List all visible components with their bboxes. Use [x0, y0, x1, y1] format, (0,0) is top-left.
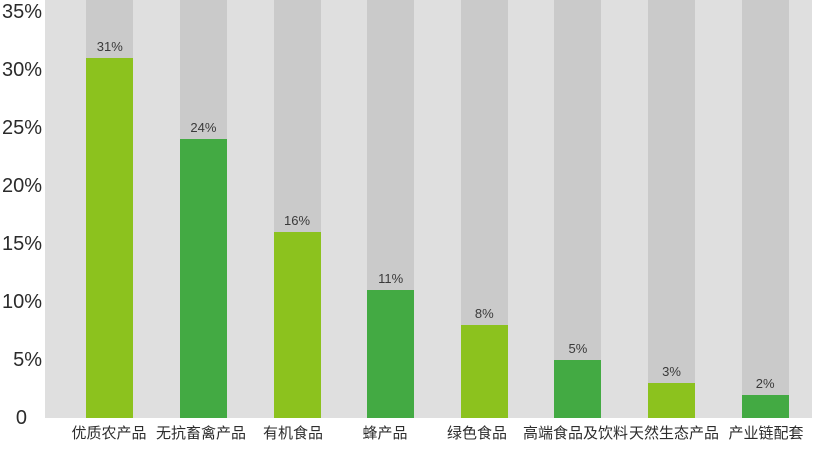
y-axis-tick-label: 5% — [13, 349, 42, 371]
bar-value-label: 11% — [378, 271, 404, 286]
bar-value-label: 16% — [284, 213, 311, 228]
bar-value-label: 24% — [190, 120, 217, 135]
x-axis-category-label: 高端食品及饮料 — [523, 425, 629, 442]
bar — [460, 325, 508, 418]
y-axis-tick-label: 0 — [15, 407, 27, 429]
y-axis-tick-label: 35% — [1, 1, 42, 23]
bar-value-label: 3% — [662, 364, 681, 379]
bar-value-label: 2% — [755, 376, 775, 391]
bar — [648, 383, 696, 418]
bar — [554, 360, 602, 418]
bar-value-label: 5% — [568, 341, 588, 356]
column-background-track — [741, 0, 789, 418]
chart-column: 31% — [63, 0, 157, 418]
chart-column: 2% — [718, 0, 812, 418]
bar — [273, 232, 321, 418]
y-axis-tick-label: 25% — [1, 117, 42, 139]
column-background-track — [554, 0, 602, 418]
chart-column: 3% — [625, 0, 719, 418]
chart-column: 8% — [438, 0, 532, 418]
y-axis: 35% 30% 25% 20% 15% 10% 5% 0 — [0, 0, 42, 429]
x-axis-category-label: 无抗畜禽产品 — [155, 425, 246, 442]
x-axis: 优质农产品 无抗畜禽产品 有机食品 蜂产品 绿色食品 高端食品及饮料 天然生态产品 产业链配套 — [45, 424, 812, 444]
plot-area: 31% 24% 16% 11% 8% 5% 3% 2% — [45, 0, 812, 418]
bar — [367, 290, 415, 418]
y-axis-tick-label: 20% — [1, 175, 42, 197]
x-axis-category-label: 蜂产品 — [362, 425, 408, 442]
bar — [741, 395, 789, 418]
y-axis-tick-label: 15% — [1, 233, 42, 255]
x-axis-category-label: 优质农产品 — [71, 425, 147, 442]
x-axis-category-label: 天然生态产品 — [629, 425, 720, 442]
column-background-track — [648, 0, 696, 418]
chart-column: 11% — [344, 0, 438, 418]
bar — [86, 58, 134, 418]
x-axis-category-label: 产业链配套 — [728, 425, 804, 442]
chart-column: 24% — [157, 0, 251, 418]
chart-column: 16% — [250, 0, 344, 418]
y-axis-tick-label: 30% — [1, 59, 42, 81]
x-axis-category-label: 绿色食品 — [446, 425, 507, 442]
x-axis-category-label: 有机食品 — [262, 425, 323, 442]
bar-value-label: 31% — [96, 39, 123, 54]
bar-value-label: 8% — [474, 306, 494, 321]
bar — [179, 139, 227, 418]
chart-column: 5% — [531, 0, 625, 418]
y-axis-tick-label: 10% — [1, 291, 42, 313]
